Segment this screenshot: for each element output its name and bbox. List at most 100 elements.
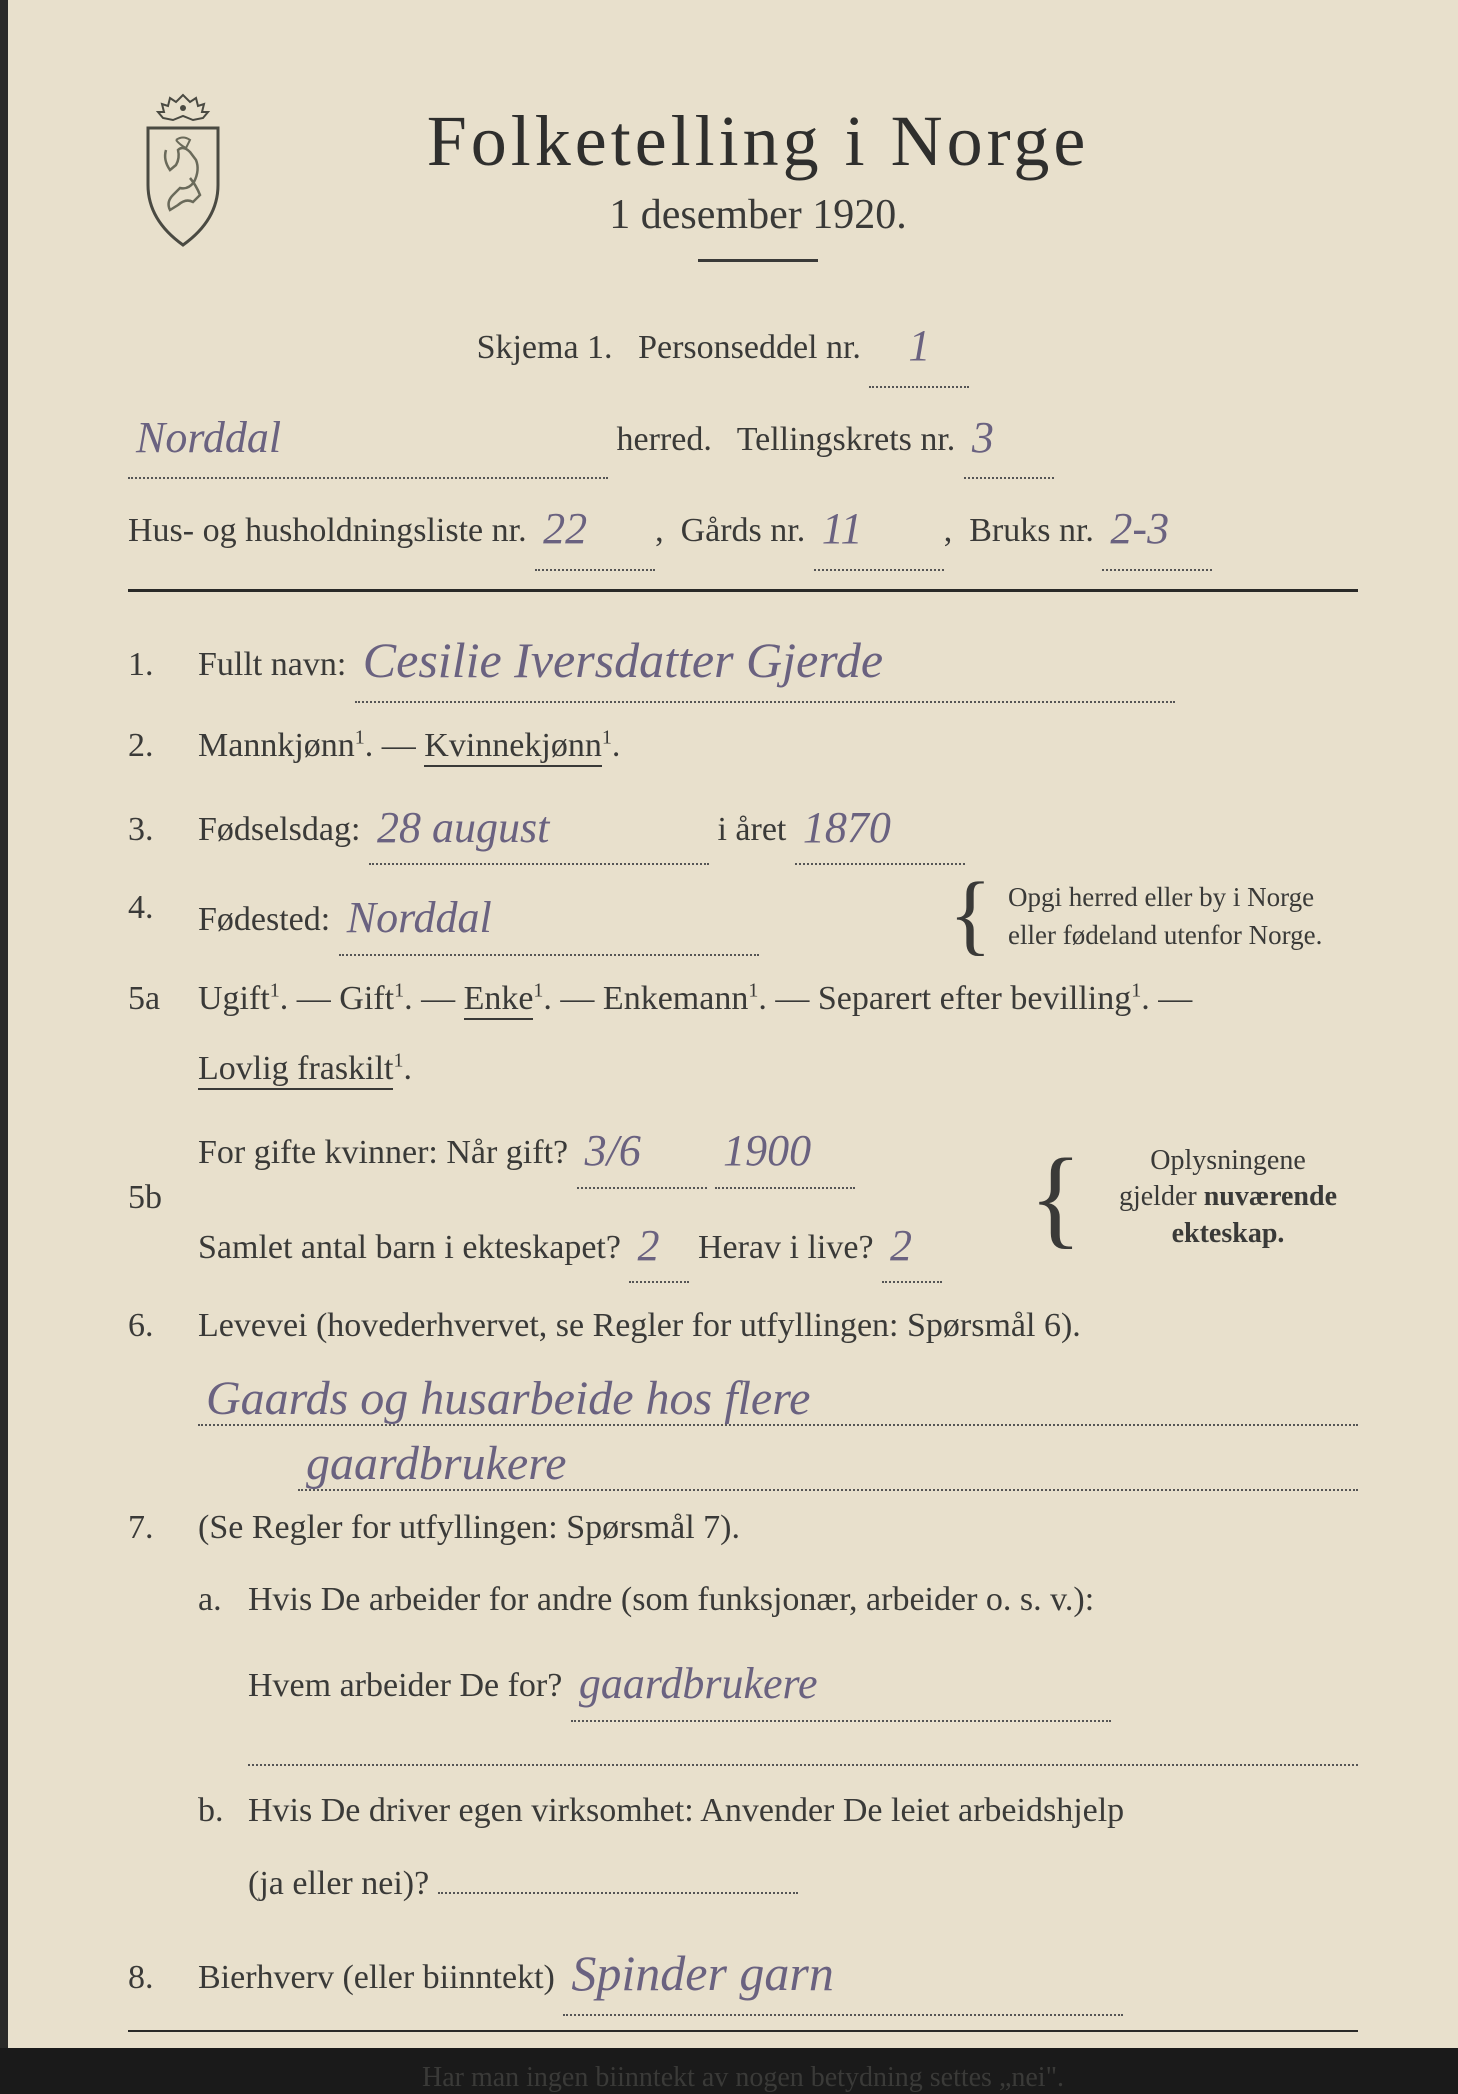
q7a-label1: Hvis De arbeider for andre (som funksjon… <box>248 1571 1358 1629</box>
hus-value: 22 <box>543 504 587 553</box>
brace-right-icon: { <box>1029 1159 1082 1236</box>
q1-num: 1. <box>128 636 198 694</box>
q5a-opt5: Lovlig fraskilt <box>198 1050 393 1090</box>
q8-row: 8. Bierhverv (eller biinntekt) Spinder g… <box>128 1929 1358 2016</box>
q3-num: 3. <box>128 801 198 859</box>
q5b-side2a: gjelder <box>1119 1181 1204 1212</box>
q4-label: Fødested: <box>198 901 330 938</box>
q1-label: Fullt navn: <box>198 646 346 683</box>
q3-mid: i året <box>717 811 786 848</box>
q5a-row: 5a Ugift1. — Gift1. — Enke1. — Enkemann1… <box>128 970 1358 1098</box>
q7b-field <box>438 1892 798 1894</box>
q5b-num: 5b <box>128 1169 198 1227</box>
q5a-opt2: Enke <box>464 980 534 1020</box>
herred-field: Norddal <box>128 394 608 480</box>
gards-label: Gårds nr. <box>681 512 806 549</box>
q4-field: Norddal <box>339 879 759 956</box>
q5b-side2b: nuværende <box>1204 1181 1337 1212</box>
hus-label: Hus- og husholdningsliste nr. <box>128 512 527 549</box>
q3-content: Fødselsdag: 28 august i året 1870 <box>198 789 1358 866</box>
q5b-val1a: 3/6 <box>585 1126 641 1175</box>
q7-label: (Se Regler for utfyllingen: Spørsmål 7). <box>198 1499 1358 1557</box>
q6-value2: gaardbrukere <box>306 1437 566 1490</box>
q2-content: Mannkjønn1. — Kvinnekjønn1. <box>198 717 1358 775</box>
tellingskrets-field: 3 <box>964 394 1054 480</box>
gards-field: 11 <box>814 485 944 571</box>
q5a-opt1: Gift <box>339 980 394 1017</box>
q5b-side: Oplysningene gjelder nuværende ekteskap. <box>1098 1143 1358 1252</box>
q6-label: Levevei (hovederhvervet, se Regler for u… <box>198 1297 1358 1355</box>
q7a-value: gaardbrukere <box>579 1659 818 1708</box>
q7a-label2: Hvem arbeider De for? <box>248 1667 562 1704</box>
q6-row: 6. Levevei (hovederhvervet, se Regler fo… <box>128 1297 1358 1355</box>
q7a-content: Hvis De arbeider for andre (som funksjon… <box>248 1571 1358 1722</box>
census-form-page: Folketelling i Norge 1 desember 1920. Sk… <box>0 0 1458 2048</box>
q5a-content: Ugift1. — Gift1. — Enke1. — Enkemann1. —… <box>198 970 1358 1098</box>
q8-value: Spinder garn <box>571 1945 834 2001</box>
q3-label: Fødselsdag: <box>198 811 360 848</box>
q5b-content: For gifte kvinner: Når gift? 3/6 1900 Sa… <box>198 1112 1358 1284</box>
q4-content: Fødested: Norddal { Opgi herred eller by… <box>198 879 1358 956</box>
q6-num: 6. <box>128 1297 198 1355</box>
q5b-side1: Oplysningene <box>1098 1143 1358 1179</box>
q8-label: Bierhverv (eller biinntekt) <box>198 1959 555 1996</box>
brace-icon: { <box>949 879 992 951</box>
bruks-label: Bruks nr. <box>969 512 1094 549</box>
q7a-num: a. <box>198 1571 248 1629</box>
q4-note2: eller fødeland utenfor Norge. <box>1008 917 1358 955</box>
q3-year-field: 1870 <box>795 789 965 866</box>
q5b-label2: Samlet antal barn i ekteskapet? <box>198 1229 621 1266</box>
divider-bottom <box>128 2030 1358 2032</box>
q5b-label1: For gifte kvinner: Når gift? <box>198 1134 568 1171</box>
herred-value: Norddal <box>136 413 281 462</box>
coat-of-arms <box>128 90 238 250</box>
subtitle: 1 desember 1920. <box>268 191 1248 239</box>
main-title: Folketelling i Norge <box>268 100 1248 183</box>
q1-row: 1. Fullt navn: Cesilie Iversdatter Gjerd… <box>128 616 1358 703</box>
q1-value: Cesilie Iversdatter Gjerde <box>363 632 883 688</box>
herred-line: Norddal herred. Tellingskrets nr. 3 <box>128 394 1358 480</box>
q3-day-field: 28 august <box>369 789 709 866</box>
title-divider <box>698 259 818 262</box>
footer-note: Har man ingen biinntekt av nogen betydni… <box>128 2062 1358 2094</box>
q5a-opt3: Enkemann <box>603 980 748 1017</box>
q3-year: 1870 <box>803 803 891 852</box>
q4-value: Norddal <box>347 893 492 942</box>
q7b-label1: Hvis De driver egen virksomhet: Anvender… <box>248 1782 1358 1840</box>
schema-label: Skjema 1. <box>477 329 613 366</box>
crest-svg <box>128 90 238 250</box>
q3-row: 3. Fødselsdag: 28 august i året 1870 <box>128 789 1358 866</box>
q7-num: 7. <box>128 1499 198 1557</box>
q6-field2: gaardbrukere <box>298 1434 1358 1491</box>
personseddel-value: 1 <box>908 321 930 370</box>
q5a-opt0: Ugift <box>198 980 270 1017</box>
bruks-field: 2-3 <box>1102 485 1212 571</box>
title-block: Folketelling i Norge 1 desember 1920. <box>268 100 1358 292</box>
q4-num: 4. <box>128 879 198 937</box>
personseddel-field: 1 <box>869 302 969 388</box>
q5b-val1b: 1900 <box>723 1126 811 1175</box>
q1-field: Cesilie Iversdatter Gjerde <box>355 616 1175 703</box>
q2-row: 2. Mannkjønn1. — Kvinnekjønn1. <box>128 717 1358 775</box>
q5b-label3: Herav i live? <box>698 1229 874 1266</box>
schema-line: Skjema 1. Personseddel nr. 1 <box>128 302 1358 388</box>
q7-row: 7. (Se Regler for utfyllingen: Spørsmål … <box>128 1499 1358 1557</box>
q5b-side3: ekteskap. <box>1172 1218 1285 1249</box>
q7b-content: Hvis De driver egen virksomhet: Anvender… <box>248 1782 1358 1914</box>
q2-mann: Mannkjønn <box>198 727 355 764</box>
q4-note1: Opgi herred eller by i Norge <box>1008 879 1358 917</box>
q5b-left: For gifte kvinner: Når gift? 3/6 1900 Sa… <box>198 1112 1013 1284</box>
herred-label: herred. <box>617 421 712 458</box>
q5b-val1a-field: 3/6 <box>577 1112 707 1189</box>
q1-content: Fullt navn: Cesilie Iversdatter Gjerde <box>198 616 1358 703</box>
q2-kvinne: Kvinnekjønn <box>424 727 602 767</box>
header: Folketelling i Norge 1 desember 1920. <box>128 100 1358 292</box>
hus-line: Hus- og husholdningsliste nr. 22, Gårds … <box>128 485 1358 571</box>
q2-num: 2. <box>128 717 198 775</box>
q7b-label2: (ja eller nei)? <box>248 1865 429 1902</box>
q5a-num: 5a <box>128 970 198 1028</box>
q5b-val1b-field: 1900 <box>715 1112 855 1189</box>
q5b-row: 5b For gifte kvinner: Når gift? 3/6 1900… <box>128 1112 1358 1284</box>
q7a-field: gaardbrukere <box>571 1645 1111 1722</box>
q6-field1: Gaards og husarbeide hos flere <box>198 1369 1358 1426</box>
